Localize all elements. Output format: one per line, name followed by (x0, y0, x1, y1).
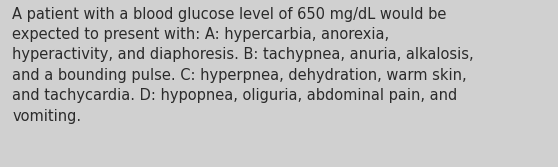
Text: A patient with a blood glucose level of 650 mg/dL would be
expected to present w: A patient with a blood glucose level of … (12, 7, 474, 124)
